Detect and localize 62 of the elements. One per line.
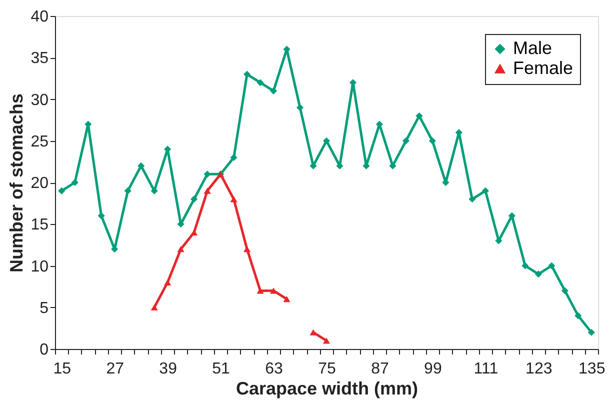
point <box>548 262 556 270</box>
y-tick-label: 5 <box>40 300 49 317</box>
y-tick-label: 25 <box>30 133 49 150</box>
point <box>322 338 330 344</box>
point <box>588 328 595 336</box>
x-tick-label: 99 <box>424 360 442 378</box>
y-axis-title: Number of stomachs <box>6 93 27 273</box>
point <box>256 79 264 86</box>
point <box>124 187 132 194</box>
point <box>296 104 304 112</box>
y-tick-label: 30 <box>30 92 49 109</box>
x-tick-label: 123 <box>526 360 552 378</box>
point <box>177 246 184 252</box>
legend-label: Male <box>513 38 552 58</box>
point <box>270 87 278 94</box>
y-tick-label: 35 <box>30 50 49 68</box>
point <box>150 187 158 194</box>
x-tick-label: 75 <box>318 360 336 378</box>
point <box>522 262 529 270</box>
point <box>164 279 172 286</box>
point <box>190 196 198 203</box>
y-tick-label: 20 <box>30 175 49 192</box>
x-tick-label: 87 <box>371 360 389 378</box>
point <box>508 212 516 220</box>
point <box>58 187 66 194</box>
y-tick-label: 0 <box>40 342 49 358</box>
point <box>190 229 198 236</box>
x-tick-label: 15 <box>53 360 72 378</box>
point <box>322 137 330 144</box>
point <box>150 304 158 310</box>
point <box>256 288 264 294</box>
x-axis-title: Carapace width (mm) <box>236 378 418 398</box>
point <box>428 137 436 144</box>
point <box>574 312 582 320</box>
point <box>244 246 251 252</box>
point <box>244 70 251 78</box>
point <box>283 296 290 302</box>
x-tick-label: 111 <box>474 360 498 378</box>
point <box>561 287 568 294</box>
point <box>310 329 317 336</box>
point <box>98 212 105 220</box>
point <box>468 196 476 203</box>
point <box>482 187 489 194</box>
legend-label: Female <box>513 58 574 78</box>
point <box>402 137 410 144</box>
y-tick-label: 15 <box>30 216 49 234</box>
point <box>71 178 78 186</box>
point <box>230 196 238 202</box>
point <box>416 112 423 120</box>
x-tick-label: 27 <box>106 360 124 378</box>
point <box>204 170 211 178</box>
point <box>534 270 542 278</box>
point <box>230 154 238 162</box>
y-tick-label: 10 <box>30 258 49 276</box>
point <box>138 162 145 170</box>
point <box>270 288 278 294</box>
x-tick-label: 51 <box>212 360 230 378</box>
x-tick-label: 135 <box>578 360 606 378</box>
point <box>204 188 211 194</box>
x-tick-label: 63 <box>265 360 284 378</box>
x-tick-label: 39 <box>159 360 178 378</box>
y-tick-label: 40 <box>30 8 49 26</box>
